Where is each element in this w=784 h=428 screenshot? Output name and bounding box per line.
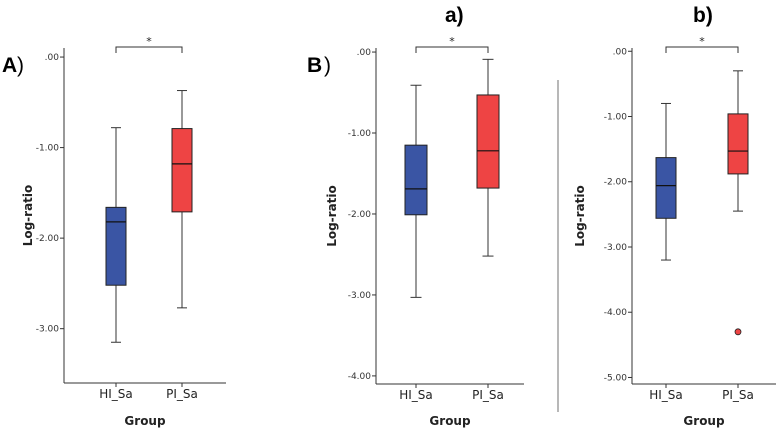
- x-tick-label: HI_Sa: [99, 387, 133, 401]
- iqr-box: [476, 94, 500, 189]
- iqr-box: [655, 157, 677, 219]
- x-axis-title: Group: [124, 414, 166, 428]
- iqr-box: [404, 144, 428, 216]
- significance-label: *: [146, 35, 152, 48]
- x-tick-label: PI_Sa: [166, 387, 198, 401]
- x-tick-label: HI_Sa: [649, 388, 683, 402]
- y-tick-label: -4.00: [348, 372, 372, 382]
- box-HI_Sa: [655, 102, 677, 261]
- y-tick-label: .00: [45, 53, 60, 63]
- panel-label-B: B: [307, 54, 322, 77]
- y-tick-label: -2.00: [604, 178, 628, 188]
- significance-label: *: [699, 35, 705, 48]
- chart-Bb: .00 -1.00 -2.00 -3.00 -4.00 -5.00 HI_Sa PI_Sa Gr…: [573, 35, 776, 428]
- significance-label: *: [449, 35, 455, 48]
- panel-label-A: A: [2, 54, 17, 77]
- y-tick-label: -1.00: [348, 129, 372, 139]
- box-PI_Sa: [171, 90, 193, 309]
- box-PI_Sa: [727, 70, 749, 336]
- x-axis-title: Group: [429, 414, 471, 428]
- iqr-box: [105, 206, 127, 286]
- box-HI_Sa: [105, 127, 127, 343]
- x-tick-label: HI_Sa: [399, 388, 433, 402]
- box-HI_Sa: [404, 84, 428, 298]
- subpanel-label-b: b): [693, 4, 713, 27]
- y-tick-label: -3.00: [36, 325, 60, 335]
- y-tick-label: -3.00: [348, 291, 372, 301]
- y-tick-label: -5.00: [604, 373, 628, 383]
- x-axis-title: Group: [683, 414, 725, 428]
- iqr-box: [171, 128, 193, 213]
- x-tick-label: PI_Sa: [722, 388, 754, 402]
- y-axis-title: Log-ratio: [573, 185, 587, 247]
- y-axis-title: Log-ratio: [21, 185, 35, 247]
- x-tick-label: PI_Sa: [472, 388, 504, 402]
- y-tick-label: -2.00: [36, 234, 60, 244]
- iqr-box: [727, 113, 749, 175]
- significance-bracket: [115, 46, 183, 53]
- panel-label-A-paren: ): [17, 54, 24, 77]
- y-tick-label: -1.00: [604, 113, 628, 123]
- y-tick-label: -3.00: [604, 243, 628, 253]
- panel-label-B-paren: ): [324, 54, 331, 77]
- outlier-point: [734, 328, 742, 336]
- y-tick-label: -4.00: [604, 308, 628, 318]
- significance-bracket: [665, 46, 739, 53]
- subpanel-label-a: a): [445, 4, 464, 27]
- significance-bracket: [415, 46, 489, 53]
- y-tick-label: .00: [613, 47, 628, 57]
- box-PI_Sa: [476, 58, 500, 257]
- y-tick-label: .00: [357, 48, 372, 58]
- y-tick-label: -1.00: [36, 144, 60, 154]
- y-axis-title: Log-ratio: [325, 185, 339, 247]
- y-tick-label: -2.00: [348, 210, 372, 220]
